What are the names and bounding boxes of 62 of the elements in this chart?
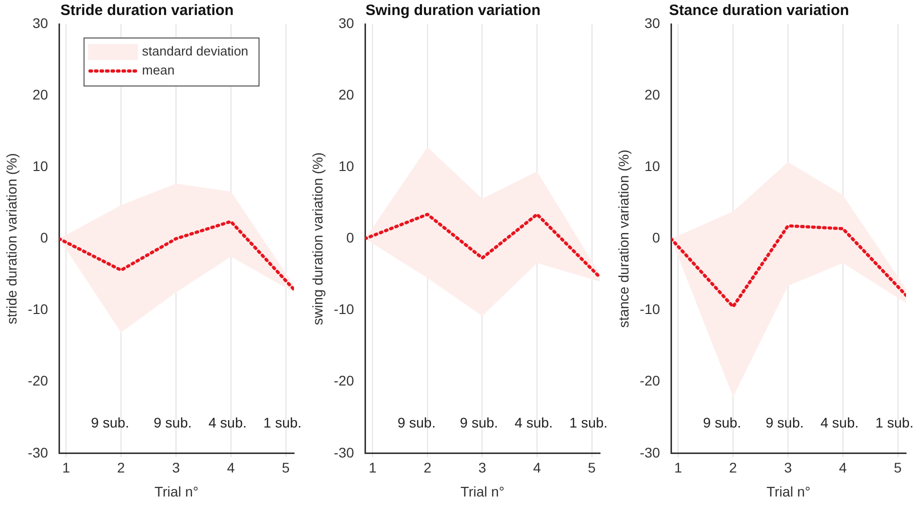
x-tick-label: 2 [117, 460, 126, 476]
x-axis-title: Trial n° [766, 483, 811, 500]
annotation: 4 sub. [208, 414, 247, 430]
y-tick-label: -30 [640, 444, 660, 460]
y-tick-label: -20 [640, 372, 660, 389]
y-tick-label: -20 [28, 372, 48, 389]
x-axis-title: Trial n° [460, 483, 505, 500]
x-tick-label: 2 [424, 460, 432, 476]
x-tick-label: 4 [838, 460, 847, 476]
annotation: 9 sub. [397, 414, 436, 430]
annotation: 4 sub. [820, 414, 859, 430]
y-tick-label: -30 [28, 444, 48, 460]
x-tick-label: 3 [784, 460, 792, 476]
y-tick-label: 10 [32, 158, 48, 174]
y-tick-label: -30 [334, 444, 354, 460]
annotation: 1 sub. [263, 414, 302, 430]
annotation: 1 sub. [569, 414, 608, 430]
y-axis-title: swing duration variation (%) [309, 152, 326, 326]
annotation: 9 sub. [154, 414, 192, 430]
line-series [365, 212, 600, 279]
legend-label: standard deviation [142, 44, 248, 59]
annotation: 9 sub. [703, 414, 742, 430]
y-tick-label: 30 [338, 14, 354, 31]
line-series [671, 224, 906, 308]
y-tick-label: 20 [338, 86, 354, 102]
y-tick-label: 20 [32, 86, 48, 102]
y-tick-label: 30 [32, 14, 48, 31]
y-tick-label: 0 [346, 230, 354, 246]
x-tick-label: 3 [478, 460, 486, 476]
x-tick-label: 5 [894, 460, 902, 476]
legend-label: mean [142, 62, 175, 78]
line-series [59, 220, 294, 292]
y-axis-title: stance duration variation (%) [615, 150, 632, 328]
x-tick-label: 5 [282, 460, 290, 476]
annotation: 9 sub. [91, 414, 130, 430]
x-tick-label: 3 [172, 460, 180, 476]
y-axis-title: stride duration variation (%) [3, 153, 20, 324]
x-tick-label: 4 [533, 460, 542, 476]
y-tick-label: -10 [640, 301, 660, 318]
chart-title: Stance duration variation [668, 2, 850, 20]
x-tick-label: 1 [62, 460, 70, 476]
annotation: 9 sub. [460, 414, 498, 430]
y-tick-label: 0 [40, 230, 48, 246]
x-tick-label: 5 [588, 460, 596, 476]
annotation: 4 sub. [514, 414, 553, 430]
y-tick-label: -10 [334, 301, 354, 318]
x-tick-label: 1 [674, 460, 682, 476]
chart-title: Swing duration variation [365, 2, 541, 20]
x-axis-title: Trial n° [154, 483, 199, 500]
annotation: 1 sub. [875, 414, 914, 430]
y-tick-label: 10 [644, 158, 660, 174]
y-tick-label: 30 [644, 14, 660, 31]
y-tick-label: 10 [338, 158, 354, 174]
y-tick-label: -20 [334, 372, 354, 389]
x-tick-label: 4 [226, 460, 235, 476]
chart-title: Stride duration variation [60, 2, 234, 20]
annotation: 9 sub. [766, 414, 804, 430]
y-tick-label: 20 [644, 86, 660, 102]
x-tick-label: 1 [368, 460, 377, 476]
y-tick-label: 0 [652, 230, 660, 246]
y-tick-label: -10 [28, 301, 48, 318]
x-tick-label: 2 [729, 460, 738, 476]
